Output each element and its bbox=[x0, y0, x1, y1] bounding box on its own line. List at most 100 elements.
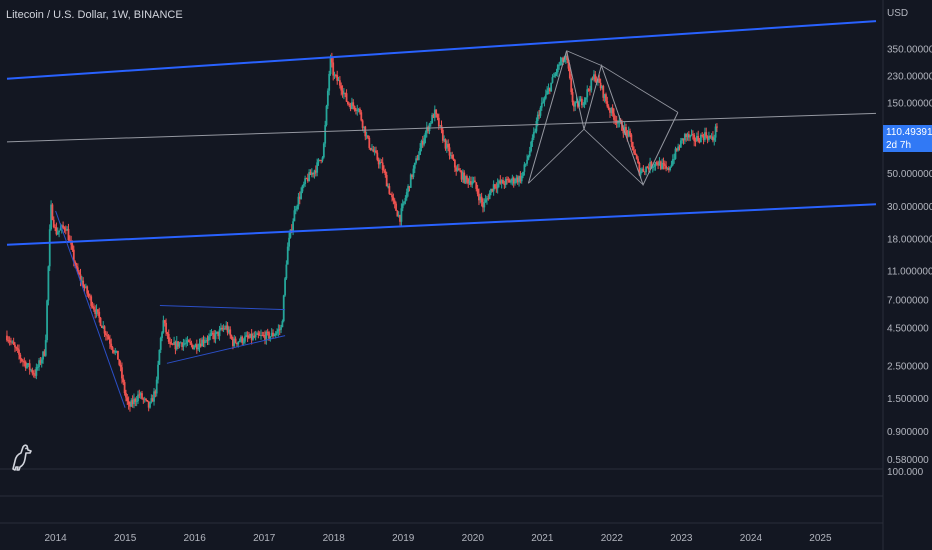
candle-body bbox=[416, 158, 419, 161]
candle-body bbox=[488, 192, 491, 200]
time-tick-label: 2017 bbox=[253, 533, 276, 544]
candle-body bbox=[88, 295, 91, 297]
candle-body bbox=[425, 127, 428, 133]
candle-body bbox=[100, 325, 103, 328]
candle-body bbox=[694, 141, 697, 142]
candle-body bbox=[183, 343, 186, 345]
tradingview-dino-logo-icon[interactable] bbox=[9, 443, 35, 471]
last-price-value: 110.49391B bbox=[886, 127, 932, 138]
candle-body bbox=[15, 347, 18, 349]
candle-body bbox=[452, 158, 455, 160]
candle-body bbox=[218, 329, 221, 337]
candle-body bbox=[35, 367, 38, 376]
candle-body bbox=[31, 369, 34, 374]
harmonic-pattern-leg[interactable] bbox=[601, 65, 679, 113]
price-tick-label: 1.500000 bbox=[887, 394, 929, 405]
candle-body bbox=[52, 219, 55, 228]
candle-body bbox=[380, 162, 383, 163]
candle-body bbox=[474, 180, 476, 183]
candle-body bbox=[129, 404, 131, 407]
candle-body bbox=[173, 342, 175, 345]
triangle-upper-line[interactable] bbox=[159, 305, 286, 311]
drawings[interactable] bbox=[6, 20, 877, 408]
candle-body bbox=[325, 105, 328, 126]
candle-body bbox=[377, 159, 380, 165]
last-price-tag: 110.49391B 2d 7h bbox=[883, 125, 932, 152]
candle-body bbox=[667, 168, 670, 170]
candle-body bbox=[296, 206, 298, 210]
harmonic-pattern-line[interactable] bbox=[527, 50, 679, 187]
harmonic-pattern-leg[interactable] bbox=[583, 128, 644, 186]
candle-body bbox=[286, 246, 289, 265]
candle-body bbox=[250, 333, 253, 340]
harmonic-pattern-leg[interactable] bbox=[566, 50, 602, 66]
candle-body bbox=[713, 137, 716, 141]
time-axis[interactable]: 2014 2015 2016 2017 2018 2019 2020 2021 2022 2023… bbox=[44, 533, 831, 544]
candle-body bbox=[626, 130, 629, 137]
time-tick-label: 2018 bbox=[323, 533, 346, 544]
candle-body bbox=[282, 295, 285, 322]
candle-body bbox=[293, 210, 296, 222]
candle-body bbox=[621, 121, 623, 131]
triangle-lower-line[interactable] bbox=[166, 335, 286, 364]
currency-label[interactable]: USD bbox=[887, 8, 909, 19]
candle-body bbox=[122, 378, 125, 383]
candle-body bbox=[421, 140, 424, 145]
candle-body bbox=[568, 68, 571, 79]
candle-body bbox=[646, 166, 649, 168]
candle-body bbox=[270, 332, 273, 337]
candle-body bbox=[633, 150, 635, 154]
candle-body bbox=[552, 76, 555, 78]
candle-body bbox=[68, 240, 71, 241]
candle-body bbox=[583, 99, 586, 105]
candle-body bbox=[225, 325, 228, 329]
symbol-legend[interactable]: Litecoin / U.S. Dollar, 1W, BINANCE bbox=[6, 9, 183, 21]
channel-upper-line[interactable] bbox=[6, 20, 877, 80]
downtrend-2014-line[interactable] bbox=[55, 210, 126, 408]
candle-body bbox=[607, 106, 610, 110]
candle-body bbox=[190, 342, 193, 345]
candle-body bbox=[559, 61, 562, 65]
candle-body bbox=[551, 77, 554, 83]
channel-lower-line[interactable] bbox=[6, 203, 877, 246]
candle-body bbox=[246, 335, 249, 338]
candle-body bbox=[508, 180, 511, 183]
candle-body bbox=[357, 108, 360, 111]
candle-body bbox=[229, 329, 232, 336]
candle-body bbox=[554, 73, 557, 77]
candle-body bbox=[542, 101, 545, 103]
candle-body bbox=[54, 227, 56, 228]
candle-body bbox=[650, 161, 653, 169]
candle-body bbox=[617, 122, 619, 124]
candle-body bbox=[449, 155, 452, 156]
candle-body bbox=[214, 332, 217, 340]
candle-body bbox=[6, 335, 8, 341]
harmonic-pattern-leg[interactable] bbox=[528, 128, 585, 184]
candle-body bbox=[504, 179, 507, 186]
candle-body bbox=[445, 144, 448, 149]
candle-body bbox=[709, 136, 712, 138]
candle-body bbox=[82, 280, 85, 288]
midline-line[interactable] bbox=[6, 112, 877, 143]
grid bbox=[0, 0, 884, 550]
candle-body bbox=[381, 162, 384, 170]
candle-body bbox=[630, 134, 633, 142]
candle-body bbox=[396, 210, 399, 217]
candle-body bbox=[137, 394, 139, 402]
price-axis[interactable]: 350.000000 230.000000 150.000000 50.000000 3… bbox=[887, 44, 932, 478]
candle-body bbox=[36, 367, 39, 368]
candle-body bbox=[459, 170, 462, 172]
candle-body bbox=[658, 161, 661, 166]
candle-body bbox=[514, 181, 516, 184]
candle-body bbox=[99, 317, 102, 326]
candle-body bbox=[690, 134, 693, 136]
candle-body bbox=[242, 341, 245, 343]
candle-body bbox=[142, 398, 145, 400]
candle-body bbox=[705, 132, 708, 137]
candle-body bbox=[606, 101, 609, 107]
candle-body bbox=[178, 342, 181, 347]
candle-body bbox=[512, 177, 515, 184]
candle-body bbox=[659, 161, 662, 169]
price-tick-label: 18.000000 bbox=[887, 235, 932, 246]
